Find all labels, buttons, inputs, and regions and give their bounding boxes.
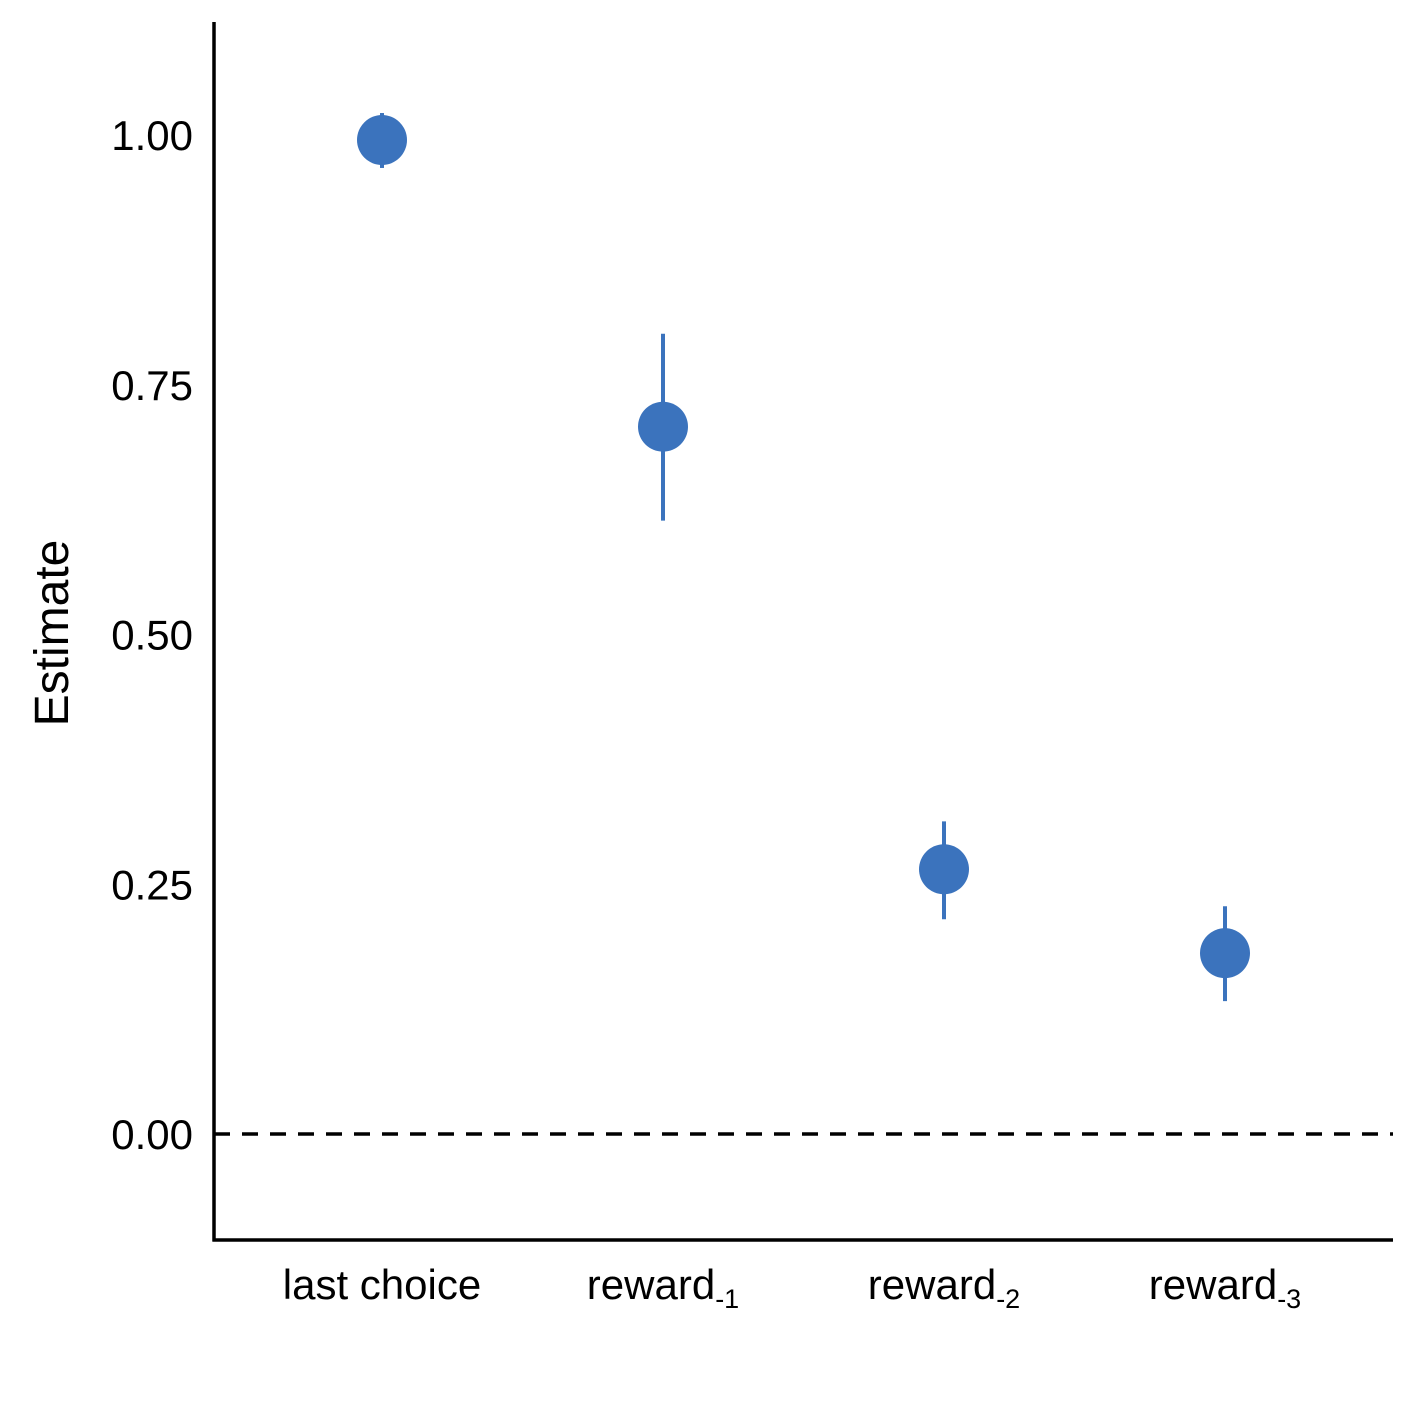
y-tick-label: 1.00: [111, 112, 193, 159]
data-point: [357, 114, 407, 165]
x-tick-label: reward-1: [587, 1261, 739, 1314]
y-tick-label: 0.50: [111, 612, 193, 659]
x-tick-label: reward-3: [1149, 1261, 1301, 1314]
x-tick-label: last choice: [283, 1261, 481, 1308]
y-tick-label: 0.25: [111, 861, 193, 908]
x-tick-label: reward-2: [868, 1261, 1020, 1314]
y-tick-label: 0.75: [111, 362, 193, 409]
data-point: [1200, 928, 1250, 979]
y-axis-title: Estimate: [26, 540, 79, 727]
data-point: [638, 401, 688, 452]
y-tick-label: 0.00: [111, 1111, 193, 1158]
data-point: [919, 844, 969, 895]
